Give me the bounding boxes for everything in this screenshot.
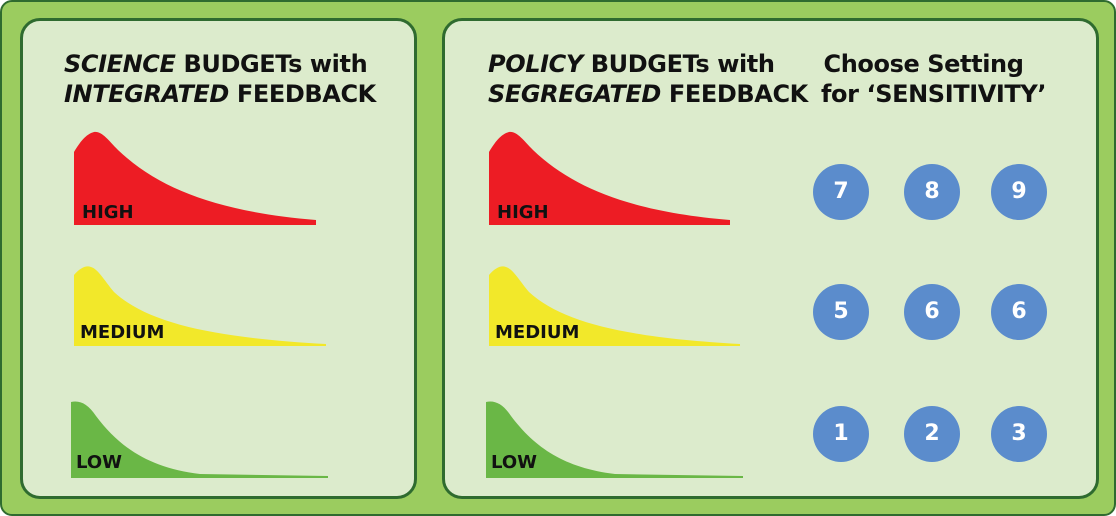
settings-title-line1: Choose Setting <box>823 50 1024 78</box>
sensitivity-button-7[interactable]: 7 <box>813 164 869 220</box>
title-science-word: SCIENCE <box>64 50 176 78</box>
policy-medium-curve <box>489 266 740 346</box>
sensitivity-button-5[interactable]: 5 <box>813 284 869 340</box>
sensitivity-button-8[interactable]: 8 <box>904 164 960 220</box>
title-feedback: FEEDBACK <box>660 80 808 108</box>
science-budgets-title: SCIENCE BUDGETs with INTEGRATED FEEDBACK <box>64 49 376 109</box>
science-high-curve <box>74 131 316 225</box>
sensitivity-button-9[interactable]: 9 <box>991 164 1047 220</box>
title-budgets-with: BUDGETs with <box>175 50 368 78</box>
policy-budgets-title: POLICY BUDGETs with SEGREGATED FEEDBACK <box>488 49 808 109</box>
science-low-curve <box>71 401 328 478</box>
sensitivity-button-1[interactable]: 1 <box>813 406 869 462</box>
policy-medium-label: MEDIUM <box>495 322 579 343</box>
policy-low-label: LOW <box>491 452 537 473</box>
sensitivity-button-2[interactable]: 2 <box>904 406 960 462</box>
science-high-label: HIGH <box>82 202 134 223</box>
policy-low-curve <box>486 401 743 478</box>
settings-title-line2: for ‘SENSITIVITY’ <box>821 80 1047 108</box>
title-budgets-with: BUDGETs with <box>582 50 775 78</box>
policy-high-curve <box>489 131 730 225</box>
science-medium-curve <box>74 266 326 346</box>
science-medium-label: MEDIUM <box>80 322 164 343</box>
science-low-label: LOW <box>76 452 122 473</box>
sensitivity-button-6-right[interactable]: 6 <box>991 284 1047 340</box>
sensitivity-settings-title: Choose Setting for ‘SENSITIVITY’ <box>821 49 1047 109</box>
title-feedback: FEEDBACK <box>228 80 376 108</box>
sensitivity-button-6[interactable]: 6 <box>904 284 960 340</box>
policy-budgets-panel <box>442 18 1099 499</box>
title-segregated-word: SEGREGATED <box>488 80 661 108</box>
title-policy-word: POLICY <box>488 50 583 78</box>
policy-high-label: HIGH <box>497 202 549 223</box>
title-integrated-word: INTEGRATED <box>64 80 229 108</box>
sensitivity-button-3[interactable]: 3 <box>991 406 1047 462</box>
